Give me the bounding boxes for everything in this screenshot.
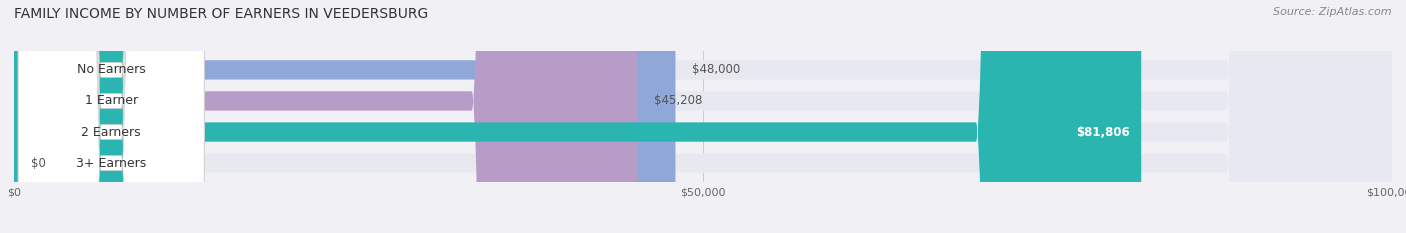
FancyBboxPatch shape: [14, 0, 637, 233]
FancyBboxPatch shape: [14, 0, 1392, 233]
FancyBboxPatch shape: [14, 0, 675, 233]
Text: $48,000: $48,000: [692, 63, 740, 76]
FancyBboxPatch shape: [18, 0, 204, 233]
FancyBboxPatch shape: [14, 0, 1142, 233]
FancyBboxPatch shape: [14, 0, 1392, 233]
Text: No Earners: No Earners: [77, 63, 146, 76]
Text: $81,806: $81,806: [1077, 126, 1130, 139]
Text: 2 Earners: 2 Earners: [82, 126, 141, 139]
Text: 1 Earner: 1 Earner: [84, 94, 138, 107]
FancyBboxPatch shape: [14, 0, 1392, 233]
Text: Source: ZipAtlas.com: Source: ZipAtlas.com: [1274, 7, 1392, 17]
Text: 3+ Earners: 3+ Earners: [76, 157, 146, 170]
Text: $45,208: $45,208: [654, 94, 702, 107]
Text: FAMILY INCOME BY NUMBER OF EARNERS IN VEEDERSBURG: FAMILY INCOME BY NUMBER OF EARNERS IN VE…: [14, 7, 429, 21]
FancyBboxPatch shape: [14, 0, 1392, 233]
FancyBboxPatch shape: [18, 0, 204, 233]
Text: $0: $0: [31, 157, 45, 170]
FancyBboxPatch shape: [18, 0, 204, 233]
FancyBboxPatch shape: [18, 0, 204, 233]
